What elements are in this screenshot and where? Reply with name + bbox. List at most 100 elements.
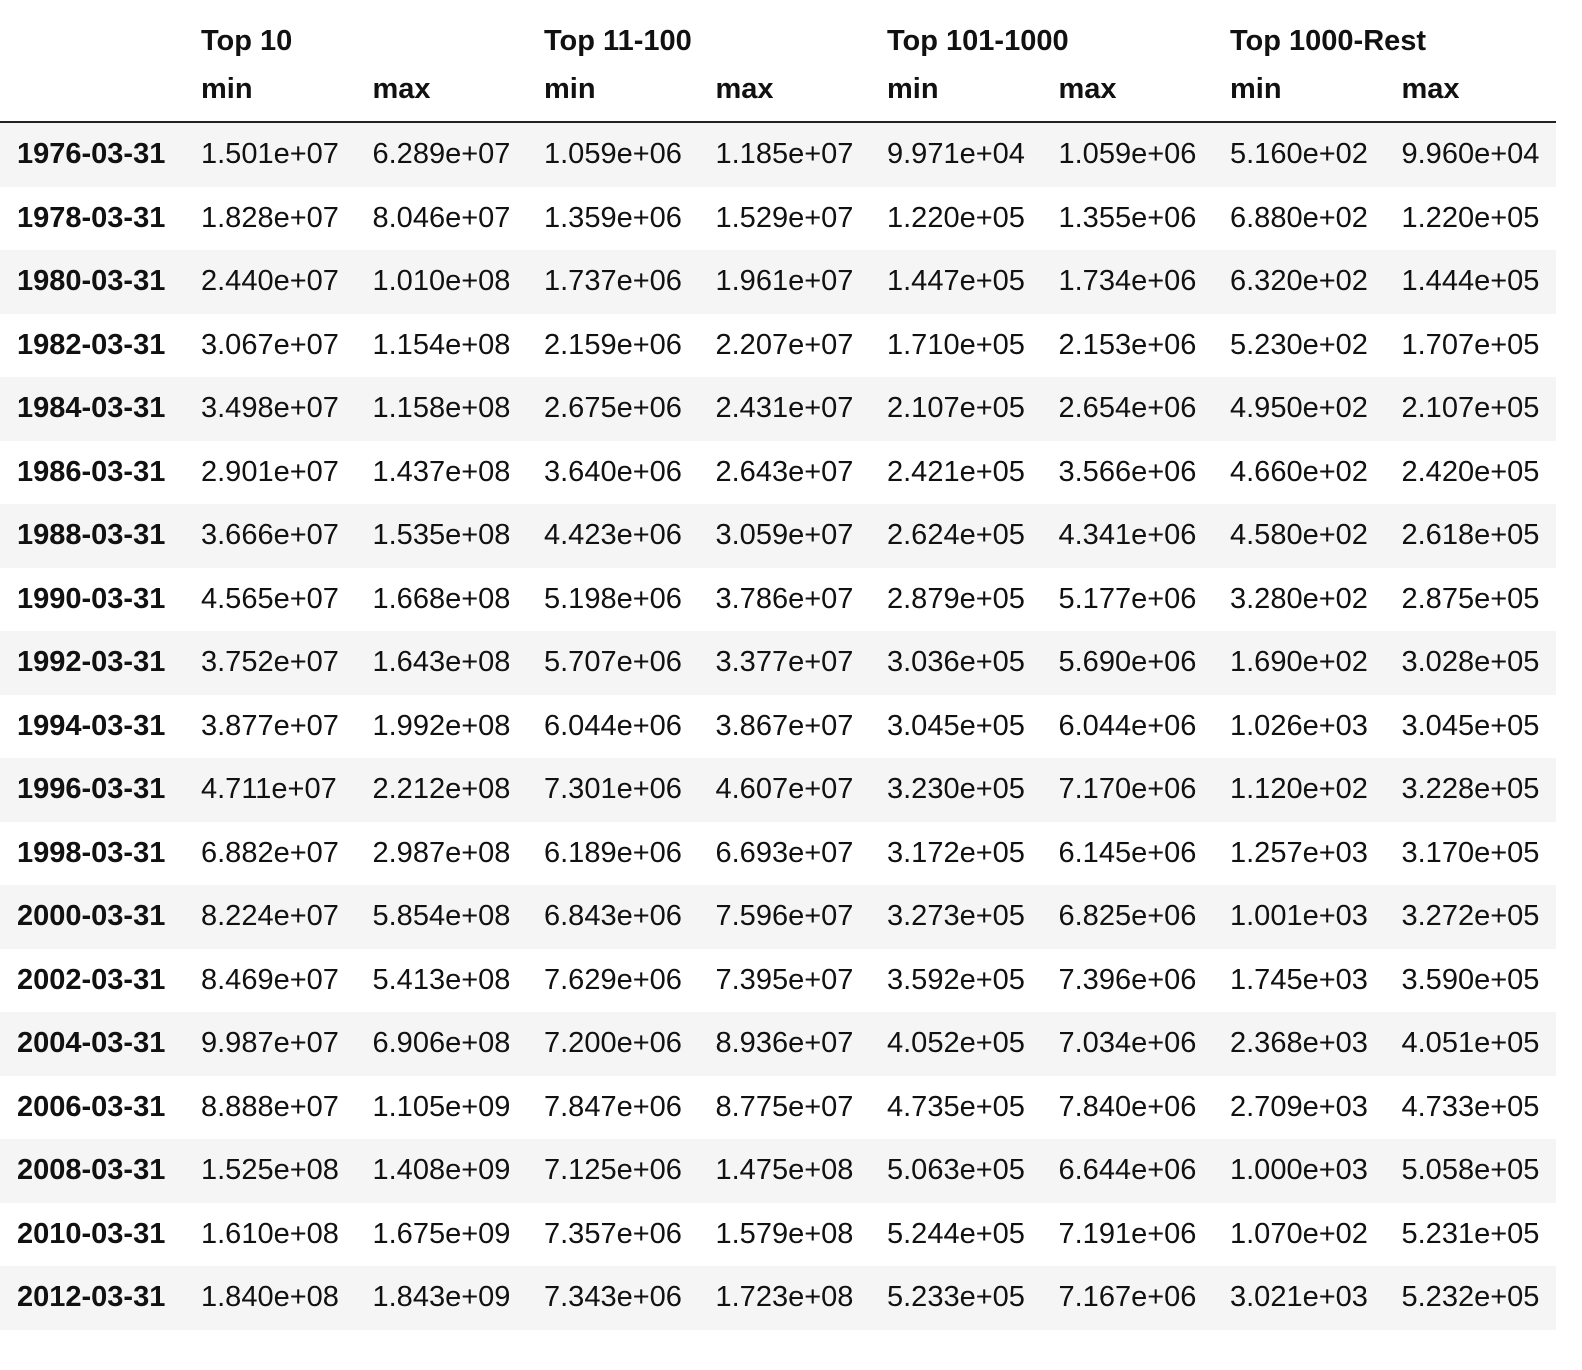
table-row: 1980-03-31 2.440e+07 1.010e+08 1.737e+06 1.9… [0, 250, 1556, 314]
table-cell: 3.273e+05 [887, 900, 1025, 933]
table-cell: 3.272e+05 [1401, 900, 1540, 933]
index-header-cell [0, 58, 184, 122]
row-index-cell: 2004-03-31 [17, 1027, 166, 1060]
table-cell: 2.431e+07 [715, 392, 854, 425]
table-cell: 4.341e+06 [1058, 519, 1197, 552]
table-cell: 7.357e+06 [544, 1217, 682, 1250]
table-row: 1996-03-31 4.711e+07 2.212e+08 7.301e+06 4.6… [0, 758, 1556, 822]
table-cell: 5.232e+05 [1401, 1281, 1540, 1314]
subcolumn-header: min [1230, 73, 1282, 105]
table-cell: 1.010e+08 [372, 265, 511, 298]
table-cell: 7.847e+06 [544, 1090, 682, 1123]
table-row: 1982-03-31 3.067e+07 1.154e+08 2.159e+06 2.2… [0, 313, 1556, 377]
table-cell: 4.565e+07 [201, 582, 339, 615]
table-cell: 3.280e+02 [1230, 582, 1368, 615]
table-cell: 2.618e+05 [1401, 519, 1540, 552]
table-row: 2012-03-31 1.840e+08 1.843e+09 7.343e+06 1.7… [0, 1266, 1556, 1330]
row-index-cell: 2006-03-31 [17, 1090, 166, 1123]
table-cell: 1.961e+07 [715, 265, 854, 298]
table-cell: 1.734e+06 [1058, 265, 1197, 298]
table-cell: 5.160e+02 [1230, 138, 1368, 171]
subcolumn-header: min [544, 73, 596, 105]
table-cell: 9.971e+04 [887, 138, 1025, 171]
row-index-cell: 1980-03-31 [17, 265, 166, 298]
table-cell: 2.879e+05 [887, 582, 1025, 615]
table-cell: 3.592e+05 [887, 963, 1025, 996]
table-cell: 5.690e+06 [1058, 646, 1197, 679]
table-cell: 1.737e+06 [544, 265, 682, 298]
row-index-cell: 1990-03-31 [17, 582, 166, 615]
table-cell: 4.052e+05 [887, 1027, 1025, 1060]
table-cell: 3.498e+07 [201, 392, 339, 425]
table-cell: 7.034e+06 [1058, 1027, 1197, 1060]
table-cell: 3.752e+07 [201, 646, 339, 679]
table-body: 1976-03-31 1.501e+07 6.289e+07 1.059e+06 1.1… [0, 122, 1556, 1330]
table-cell: 1.000e+03 [1230, 1154, 1368, 1187]
table-cell: 3.170e+05 [1401, 836, 1540, 869]
row-index-cell: 1988-03-31 [17, 519, 166, 552]
table-cell: 5.198e+06 [544, 582, 682, 615]
table-cell: 4.950e+02 [1230, 392, 1368, 425]
table-cell: 2.159e+06 [544, 328, 682, 361]
table-cell: 4.607e+07 [715, 773, 854, 806]
table-cell: 2.107e+05 [1401, 392, 1540, 425]
table-cell: 1.525e+08 [201, 1154, 339, 1187]
table-cell: 3.786e+07 [715, 582, 854, 615]
table-cell: 2.654e+06 [1058, 392, 1197, 425]
table-cell: 1.675e+09 [372, 1217, 511, 1250]
subcolumn-header: min [887, 73, 939, 105]
table-cell: 4.660e+02 [1230, 455, 1368, 488]
table-row: 2002-03-31 8.469e+07 5.413e+08 7.629e+06 7.3… [0, 948, 1556, 1012]
table-cell: 2.420e+05 [1401, 455, 1540, 488]
subcolumn-header: max [1058, 73, 1117, 105]
table-cell: 9.960e+04 [1401, 138, 1540, 171]
table-cell: 7.125e+06 [544, 1154, 682, 1187]
table-cell: 7.596e+07 [715, 900, 854, 933]
table-cell: 3.021e+03 [1230, 1281, 1368, 1314]
row-index-cell: 2010-03-31 [17, 1217, 166, 1250]
table-cell: 4.051e+05 [1401, 1027, 1540, 1060]
table-cell: 3.867e+07 [715, 709, 854, 742]
table-row: 2004-03-31 9.987e+07 6.906e+08 7.200e+06 8.9… [0, 1012, 1556, 1076]
table-cell: 1.992e+08 [372, 709, 511, 742]
table-cell: 1.710e+05 [887, 328, 1025, 361]
row-index-cell: 1982-03-31 [17, 328, 166, 361]
table-cell: 1.026e+03 [1230, 709, 1368, 742]
table-cell: 1.220e+05 [887, 201, 1025, 234]
table-cell: 3.036e+05 [887, 646, 1025, 679]
table-cell: 5.230e+02 [1230, 328, 1368, 361]
index-corner-cell [0, 0, 184, 58]
table-row: 1976-03-31 1.501e+07 6.289e+07 1.059e+06 1.1… [0, 122, 1556, 187]
table-cell: 1.220e+05 [1401, 201, 1540, 234]
table-cell: 6.693e+07 [715, 836, 854, 869]
table-cell: 1.437e+08 [372, 455, 511, 488]
table-cell: 2.440e+07 [201, 265, 339, 298]
table-cell: 6.825e+06 [1058, 900, 1197, 933]
table-cell: 7.167e+06 [1058, 1281, 1197, 1314]
table-cell: 4.580e+02 [1230, 519, 1368, 552]
table-cell: 5.058e+05 [1401, 1154, 1540, 1187]
subcolumn-header: min [201, 73, 253, 105]
table-cell: 1.059e+06 [544, 138, 682, 171]
table-cell: 7.395e+07 [715, 963, 854, 996]
row-index-cell: 2002-03-31 [17, 963, 166, 996]
table-cell: 1.529e+07 [715, 201, 854, 234]
table-cell: 1.154e+08 [372, 328, 511, 361]
table-cell: 1.001e+03 [1230, 900, 1368, 933]
row-index-cell: 1976-03-31 [17, 138, 166, 171]
table-cell: 1.501e+07 [201, 138, 339, 171]
table-cell: 2.153e+06 [1058, 328, 1197, 361]
table-cell: 5.233e+05 [887, 1281, 1025, 1314]
table-cell: 2.624e+05 [887, 519, 1025, 552]
table-cell: 2.875e+05 [1401, 582, 1540, 615]
table-cell: 3.566e+06 [1058, 455, 1197, 488]
group-header: Top 11-100 [544, 25, 692, 57]
row-index-cell: 1996-03-31 [17, 773, 166, 806]
table-cell: 1.408e+09 [372, 1154, 511, 1187]
group-header: Top 1000-Rest [1230, 25, 1427, 57]
table-cell: 4.733e+05 [1401, 1090, 1540, 1123]
table-cell: 1.359e+06 [544, 201, 682, 234]
table-cell: 6.289e+07 [372, 138, 511, 171]
table-cell: 5.231e+05 [1401, 1217, 1540, 1250]
table-cell: 8.936e+07 [715, 1027, 854, 1060]
